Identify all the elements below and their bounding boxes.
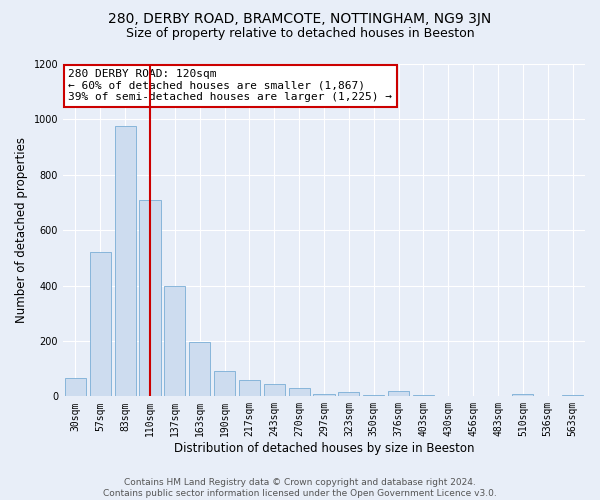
Text: 280 DERBY ROAD: 120sqm
← 60% of detached houses are smaller (1,867)
39% of semi-: 280 DERBY ROAD: 120sqm ← 60% of detached… bbox=[68, 69, 392, 102]
Bar bbox=[289, 388, 310, 396]
Bar bbox=[139, 200, 161, 396]
Bar bbox=[115, 126, 136, 396]
Y-axis label: Number of detached properties: Number of detached properties bbox=[15, 137, 28, 323]
Bar bbox=[90, 252, 111, 396]
Text: 280, DERBY ROAD, BRAMCOTE, NOTTINGHAM, NG9 3JN: 280, DERBY ROAD, BRAMCOTE, NOTTINGHAM, N… bbox=[109, 12, 491, 26]
X-axis label: Distribution of detached houses by size in Beeston: Distribution of detached houses by size … bbox=[174, 442, 474, 455]
Bar bbox=[388, 391, 409, 396]
Text: Contains HM Land Registry data © Crown copyright and database right 2024.
Contai: Contains HM Land Registry data © Crown c… bbox=[103, 478, 497, 498]
Bar bbox=[363, 395, 384, 396]
Bar bbox=[413, 395, 434, 396]
Bar bbox=[264, 384, 285, 396]
Bar bbox=[562, 395, 583, 396]
Bar bbox=[164, 286, 185, 397]
Bar bbox=[189, 342, 211, 396]
Bar bbox=[239, 380, 260, 396]
Text: Size of property relative to detached houses in Beeston: Size of property relative to detached ho… bbox=[125, 28, 475, 40]
Bar bbox=[214, 372, 235, 396]
Bar bbox=[65, 378, 86, 396]
Bar bbox=[512, 394, 533, 396]
Bar bbox=[338, 392, 359, 396]
Bar bbox=[313, 394, 335, 396]
